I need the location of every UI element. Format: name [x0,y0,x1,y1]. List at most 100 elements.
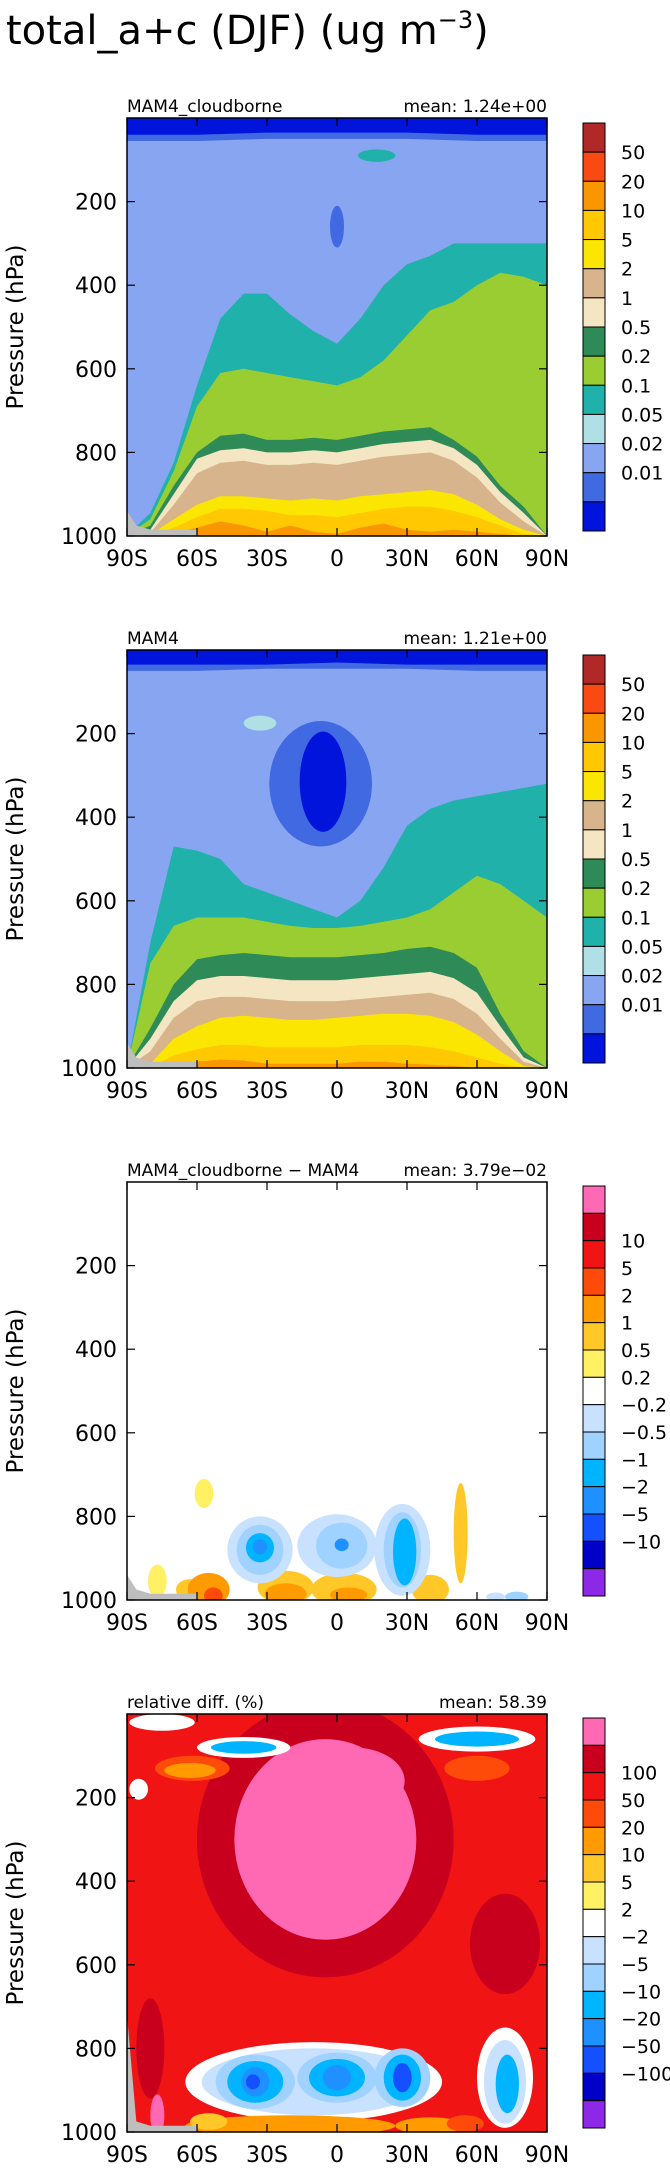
contour-blob-2 [453,1482,468,1584]
colorbar-swatch [582,1376,606,1406]
colorbar-swatch [582,1458,606,1488]
y-tick-label: 200 [75,191,117,216]
terrain-mask [127,1042,197,1068]
contour-blob-21 [393,1518,417,1586]
colorbar-label: −2 [621,1927,649,1949]
colorbar-label: 1 [621,288,633,310]
colorbar: 50 20 10 5 2 1 0.5 0.2 0.1 0.05 0.02 0.01 [582,122,663,532]
y-tick-label: 200 [75,1255,117,1280]
colorbar-swatch [582,800,606,831]
colorbar-label: 0.02 [621,434,663,456]
contour-level-8 [127,521,547,536]
y-tick-label: 800 [75,441,117,466]
contour-blob-9 [444,1755,510,1781]
colorbar-label: 5 [621,1258,633,1280]
colorbar-swatch [582,1990,606,2020]
colorbar-label: −5 [621,1504,649,1526]
terrain-mask [127,1574,197,1600]
colorbar-label: 100 [621,1763,657,1785]
x-tick-label: 60N [455,2143,499,2168]
x-tick-label: 90N [525,1079,569,1104]
colorbar-label: 0.02 [621,966,663,988]
contour-blob-3 [470,1893,540,1995]
colorbar-swatch [582,1799,606,1828]
x-tick-label: 90S [106,2143,148,2168]
y-tick-label: 800 [75,973,117,998]
colorbar-swatch [582,1404,606,1433]
colorbar-label: 0.2 [621,346,651,368]
y-tick-label: 1000 [61,525,117,550]
x-tick-label: 30S [246,547,288,572]
colorbar-swatch [582,1908,606,1938]
colorbar-label: 0.05 [621,404,663,426]
panel-1-field [127,118,547,536]
colorbar-label: 20 [621,1817,645,1839]
panel-title-right: mean: 1.24e+00 [403,97,547,117]
colorbar-swatch [582,741,606,773]
colorbar-swatch [582,1033,606,1064]
colorbar-label: 0.01 [621,995,663,1017]
colorbar-swatch [582,1744,606,1774]
panel-4-field [127,1714,547,2132]
y-tick-label: 1000 [61,2121,117,2146]
colorbar-swatch [582,829,606,860]
colorbar-swatch [582,683,606,714]
colorbar-swatch [582,1936,606,1965]
contour-blob-28 [323,2065,351,2091]
colorbar-swatch [582,654,606,685]
contour-blob-3 [148,1564,167,1598]
panel-3: MAM4_cloudborne − MAM4 mean: 3.79e−02 200 4… [3,1161,667,1636]
colorbar-swatch [582,1185,606,1214]
y-tick-label: 1000 [61,1057,117,1082]
contour-blob-10 [330,1587,368,1600]
y-tick-label: 400 [75,806,117,831]
colorbar-label: −0.2 [621,1395,667,1417]
colorbar-label: 5 [621,1872,633,1894]
colorbar-label: 2 [621,259,633,281]
colorbar-swatch [582,180,606,211]
x-tick-label: 30S [246,1611,288,1636]
colorbar-swatch [582,413,606,445]
colorbar: 50 20 10 5 2 1 0.5 0.2 0.1 0.05 0.02 0.01 [582,654,663,1064]
y-tick-label: 200 [75,723,117,748]
colorbar-swatch [582,1267,606,1296]
contour-blob-1 [243,715,277,731]
colorbar-swatch [582,2072,606,2102]
x-tick-label: 30N [385,1611,429,1636]
colorbar: 100 50 20 10 5 2 −2 −5 −10 −20 −50 −100 [582,1717,670,2129]
x-tick-label: 30S [246,2143,288,2168]
x-tick-label: 30N [385,2143,429,2168]
y-axis-label: Pressure (hPa) [3,1309,29,1474]
colorbar-label: 0.05 [621,936,663,958]
contour-blob-15 [253,1539,267,1555]
colorbar-swatch [582,1513,606,1542]
colorbar-swatch [582,1212,606,1242]
colorbar-label: −10 [621,1531,661,1553]
colorbar-label: −20 [621,2009,661,2031]
x-tick-label: 60S [176,2143,218,2168]
colorbar-swatch [582,2045,606,2074]
colorbar-label: 0.5 [621,317,651,339]
contour-blob-2 [136,1998,165,2099]
colorbar-swatch [582,1322,606,1351]
y-tick-label: 1000 [61,1589,117,1614]
colorbar-label: 0.5 [621,849,651,871]
y-tick-label: 400 [75,1338,117,1363]
contour-blob-6 [150,2094,165,2132]
colorbar-label: 10 [621,1845,645,1867]
x-tick-label: 60S [176,1079,218,1104]
colorbar-swatch [582,975,606,1006]
x-tick-label: 60N [455,1611,499,1636]
colorbar-label: 10 [621,732,645,754]
panel-title-right: mean: 1.21e+00 [403,629,547,649]
colorbar-swatch [582,1004,606,1035]
y-tick-label: 400 [75,1870,117,1895]
colorbar-label: 2 [621,791,633,813]
colorbar-swatch [582,771,606,802]
colorbar-swatch [582,2100,606,2129]
contour-blob-2 [330,205,344,248]
colorbar-label: 20 [621,703,645,725]
x-tick-label: 60S [176,1611,218,1636]
x-tick-label: 0 [330,1079,344,1104]
